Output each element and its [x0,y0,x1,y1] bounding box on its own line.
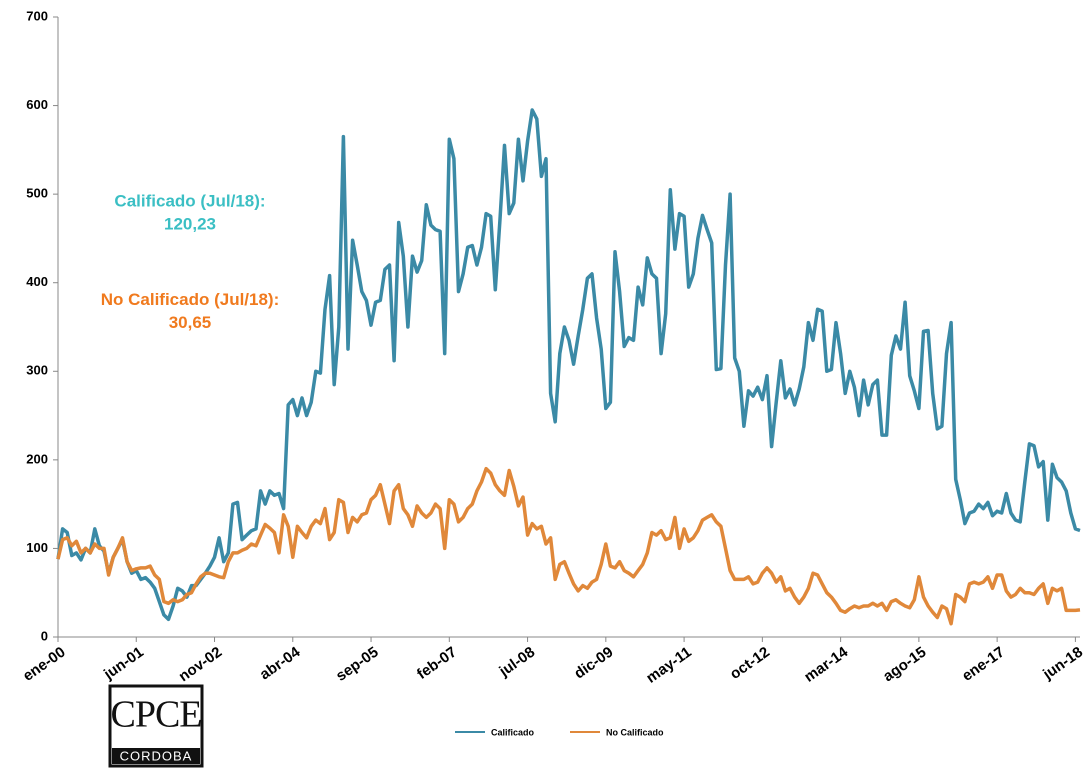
x-tick-label: may-11 [643,644,694,687]
x-tick-label: ene-00 [20,644,69,685]
y-tick-label: 0 [41,628,48,643]
annotation: 30,65 [169,313,212,332]
logo-bottom: CORDOBA [120,748,193,763]
annotation: 120,23 [164,215,216,234]
logo: CPCE CORDOBA [108,684,204,768]
logo-bar [112,748,200,764]
logo-top: CPCE [110,694,201,736]
legend-label: No Calificado [606,727,664,737]
x-tick-label: jul-08 [495,644,538,681]
x-tick-label: ene-17 [959,644,1008,685]
annotation: Calificado (Jul/18): [114,192,265,211]
x-tick-label: nov-02 [176,644,225,686]
x-tick-label: dic-09 [571,644,616,683]
y-tick-label: 500 [26,186,48,201]
legend-label: Calificado [491,727,535,737]
series-line [56,466,1081,626]
x-tick-label: jun-01 [100,644,147,684]
y-tick-label: 400 [26,274,48,289]
y-tick-label: 200 [26,451,48,466]
y-tick-label: 700 [26,8,48,23]
x-tick-label: jun-18 [1039,644,1086,684]
x-tick-label: oct-12 [727,644,773,683]
series-line [56,108,1081,622]
annotation: No Calificado (Jul/18): [101,290,280,309]
x-tick-label: mar-14 [801,643,852,686]
y-tick-label: 600 [26,97,48,112]
y-tick-label: 100 [26,540,48,555]
y-tick-label: 300 [26,363,48,378]
x-tick-label: sep-05 [333,644,382,685]
x-tick-label: ago-15 [880,644,929,686]
x-tick-label: abr-04 [257,643,304,683]
x-tick-label: feb-07 [414,644,460,683]
